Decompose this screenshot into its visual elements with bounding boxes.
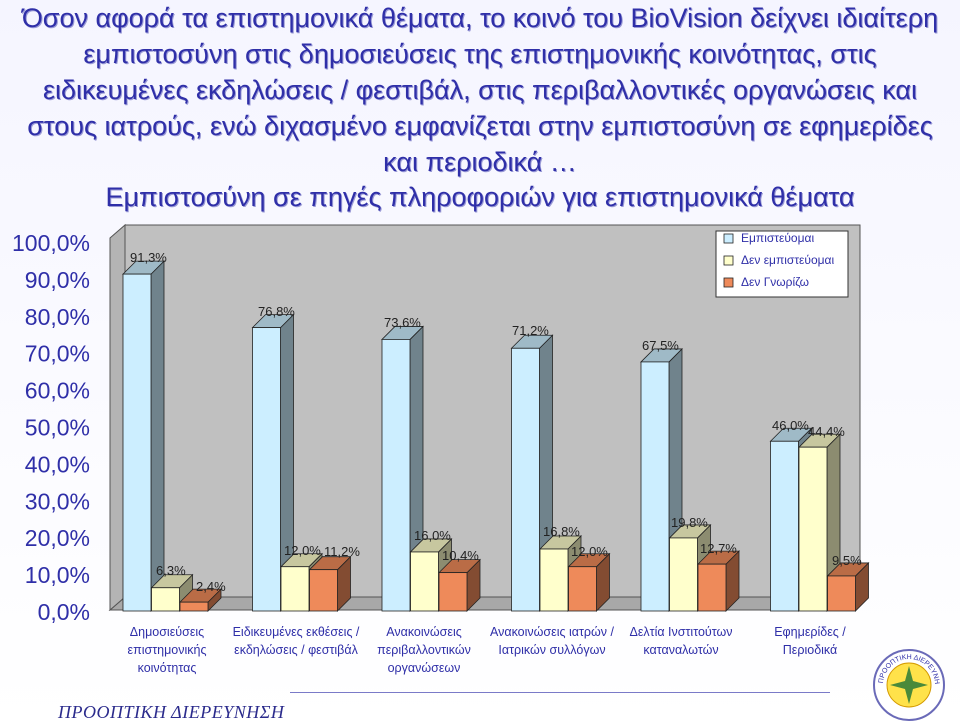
y-tick-label: 10,0% (25, 562, 90, 588)
bar-front (122, 273, 152, 612)
y-tick-label: 100,0% (12, 230, 90, 256)
bar-chart: 0,0% 10,0% 20,0% 30,0% 40,0% 50,0% 60,0% 70,0% 8… (12, 223, 870, 675)
y-tick-label: 80,0% (25, 304, 90, 330)
data-label: 11,2% (324, 544, 360, 559)
bar-front (539, 548, 569, 612)
data-label: 6,3% (156, 563, 186, 578)
bar-front (381, 339, 411, 612)
x-category-label: εκδηλώσεις / φεστιβάλ (234, 643, 358, 657)
bar-2-5 (668, 523, 712, 612)
data-label: 71,2% (512, 323, 549, 338)
bar-front (568, 566, 597, 612)
bar-front (410, 551, 439, 612)
data-label: 12,7% (700, 541, 737, 556)
legend: Εμπιστεύομαι Δεν εμπιστεύομαι Δεν Γνωρίζω (715, 230, 849, 298)
data-label: 67,5% (642, 338, 679, 353)
y-tick-label: 70,0% (25, 341, 90, 367)
x-category-label: Ανακοινώσεις (386, 625, 462, 639)
x-category-label: Περιοδικά (783, 643, 838, 657)
bar-1-3 (381, 325, 424, 612)
bar-1-2 (251, 313, 295, 612)
bar-3-6 (826, 561, 870, 612)
bar-3-4 (567, 552, 611, 612)
bar-front (179, 601, 209, 612)
bar-front (697, 563, 727, 612)
chart-title: Εμπιστοσύνη σε πηγές πληροφοριών για επι… (105, 182, 855, 212)
bars: 91,3%76,8%73,6%71,2%67,5%46,0%6,3%12,0%1… (122, 250, 870, 612)
data-label: 12,0% (571, 544, 608, 559)
x-category-label: κοινότητας (138, 661, 197, 675)
bar-1-1 (122, 260, 165, 612)
bar-front (280, 566, 310, 612)
bar-3-3 (438, 558, 481, 612)
bar-front (151, 587, 180, 612)
y-tick-label: 20,0% (25, 525, 90, 551)
bar-3-2 (308, 555, 352, 612)
data-label: 76,8% (258, 304, 295, 319)
x-category-label: Εφημερίδες / (774, 625, 846, 639)
footer-divider (290, 692, 830, 693)
footer-brand: ΠΡΟΟΠΤΙΚΗ ΔΙΕΡΕΥΝΗΣΗ (58, 702, 285, 722)
legend-label: Δεν εμπιστεύομαι (741, 253, 834, 267)
legend-swatch (723, 277, 734, 288)
legend-swatch (723, 255, 734, 266)
y-tick-label: 60,0% (25, 378, 90, 404)
x-category-label: Δελτία Ινστιτούτων (629, 625, 732, 639)
bar-front (438, 572, 468, 612)
x-category-label: Δημοσιεύσεις (130, 625, 204, 639)
x-category-label: καταναλωτών (643, 643, 718, 657)
data-label: 16,0% (414, 528, 451, 543)
data-label: 91,3% (130, 250, 167, 265)
legend-label: Δεν Γνωρίζω (741, 275, 809, 289)
bar-front (827, 575, 856, 612)
y-tick-label: 90,0% (25, 267, 90, 293)
bar-3-1 (179, 588, 222, 612)
logo-icon: ΠΡΟΟΠΤΙΚΗ ΔΙΕΡΕΥΝΗΣΗ (872, 648, 945, 721)
data-label: 2,4% (196, 579, 226, 594)
bar-front (252, 327, 281, 612)
y-tick-label: 0,0% (38, 599, 90, 625)
data-label: 44,4% (808, 424, 845, 439)
y-tick-label: 40,0% (25, 451, 90, 477)
bar-front (511, 347, 540, 612)
x-category-label: οργανώσεων (388, 661, 461, 675)
legend-label: Εμπιστεύομαι (741, 231, 814, 245)
data-label: 46,0% (772, 418, 809, 433)
data-label: 9,5% (832, 553, 862, 568)
bar-front (309, 569, 338, 612)
x-category-label: επιστημονικής (128, 643, 207, 657)
x-category-label: Ιατρικών συλλόγων (498, 643, 605, 657)
legend-swatch (723, 233, 734, 244)
x-category-label: Ανακοινώσεις ιατρών / (490, 625, 615, 639)
y-axis-ticks: 0,0% 10,0% 20,0% 30,0% 40,0% 50,0% 60,0% 70,0% 8… (12, 230, 90, 625)
plot-floor (108, 596, 862, 611)
data-label: 10,4% (442, 548, 479, 563)
x-axis-categories: Δημοσιεύσεις επιστημονικής κοινότητας Ειδικ… (128, 625, 847, 675)
bar-front (669, 537, 698, 612)
bar-3-5 (697, 550, 740, 612)
x-category-label: περιβαλλοντικών (377, 643, 471, 657)
data-label: 19,8% (671, 515, 708, 530)
x-category-label: Ειδικευμένες εκθέσεις / (233, 625, 360, 639)
plot-side-wall (109, 223, 126, 612)
bar-front (640, 361, 670, 612)
y-tick-label: 30,0% (25, 488, 90, 514)
y-tick-label: 50,0% (25, 415, 90, 441)
bar-side (150, 260, 165, 612)
headline: Όσον αφορά τα επιστημονικά θέματα, το κο… (21, 3, 939, 177)
bar-front (770, 440, 799, 612)
legend-box (715, 230, 849, 298)
data-label: 12,0% (284, 543, 321, 558)
data-label: 16,8% (543, 524, 580, 539)
data-label: 73,6% (384, 315, 421, 330)
bar-front (798, 446, 828, 612)
